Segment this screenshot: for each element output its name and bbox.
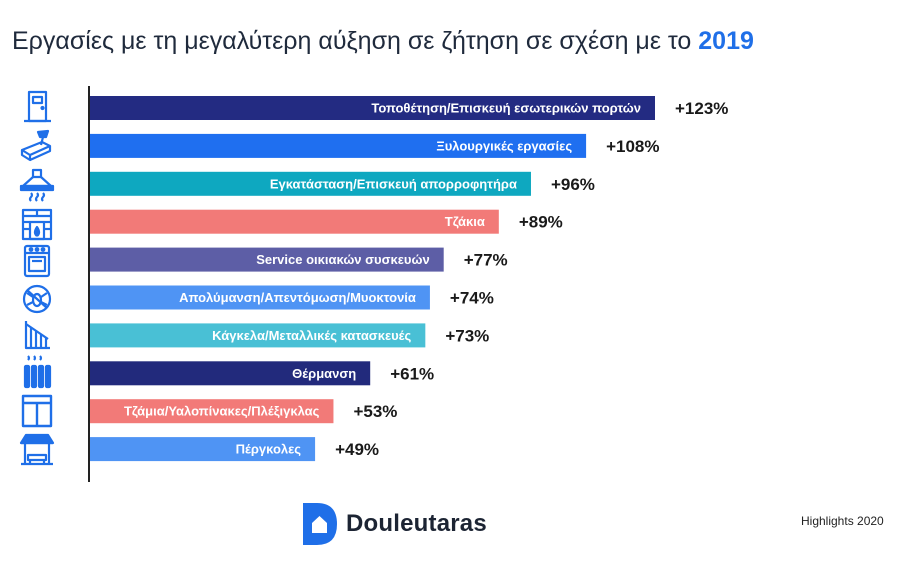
- bar-value-label: +89%: [519, 213, 563, 232]
- chart-title-text: Εργασίες με τη μεγαλύτερη αύξηση σε ζήτη…: [12, 27, 699, 55]
- bar-category-label: Κάγκελα/Μεταλλικές κατασκευές: [212, 328, 411, 343]
- douleutaras-logo-icon: [303, 503, 337, 545]
- bar-value-label: +73%: [445, 326, 489, 345]
- bar-5: [90, 247, 444, 272]
- highlights-note: Highlights 2020: [801, 514, 884, 528]
- bar-value-label: +108%: [606, 137, 659, 156]
- fireplace-icon: [21, 208, 53, 241]
- window-icon: [21, 394, 53, 428]
- bar-10: [90, 437, 316, 462]
- door-icon: [24, 90, 51, 123]
- bar-value-label: +123%: [675, 99, 728, 118]
- bar-category-label: Τοποθέτηση/Επισκευή εσωτερικών πορτών: [371, 101, 641, 116]
- railing-icon: [24, 321, 50, 350]
- bar-2: [90, 133, 587, 158]
- bar-8: [90, 361, 371, 386]
- bar-3: [90, 171, 531, 196]
- bar-1: [90, 96, 655, 120]
- bar-category-label: Τζάκια: [445, 214, 485, 229]
- pergola-icon: [19, 433, 55, 466]
- bar-7: [90, 323, 426, 348]
- bar-value-label: +53%: [353, 402, 397, 421]
- bar-value-label: +96%: [551, 175, 595, 194]
- bar-value-label: +61%: [390, 364, 434, 383]
- bar-4: [90, 209, 499, 234]
- bar-category-label: Τζάμια/Υαλοπίνακες/Πλέξιγκλας: [124, 404, 320, 419]
- bar-9: [90, 399, 334, 424]
- pest-control-icon: [22, 284, 52, 314]
- bar-value-label: +49%: [335, 440, 379, 459]
- bar-category-label: Ξυλουργικές εργασίες: [436, 138, 572, 153]
- y-axis-line: [88, 86, 90, 482]
- bar-category-label: Εγκατάσταση/Επισκευή απορροφητήρα: [270, 176, 517, 191]
- chart-title-year: 2019: [698, 27, 754, 55]
- oven-icon: [23, 244, 51, 278]
- brand-logo: Douleutaras: [303, 503, 487, 545]
- brand-name: Douleutaras: [346, 510, 487, 537]
- range-hood-icon: [19, 168, 55, 202]
- radiator-icon: [23, 355, 52, 389]
- bar-value-label: +74%: [450, 289, 494, 308]
- chart-title: Εργασίες με τη μεγαλύτερη αύξηση σε ζήτη…: [12, 27, 754, 56]
- bar-category-label: Πέργκολες: [236, 442, 302, 457]
- carpentry-icon: [20, 129, 52, 162]
- bar-category-label: Service οικιακών συσκευών: [256, 252, 429, 267]
- bar-6: [90, 285, 430, 310]
- bar-value-label: +77%: [464, 251, 508, 270]
- bar-category-label: Θέρμανση: [292, 366, 356, 381]
- bar-category-label: Απολύμανση/Απεντόμωση/Μυοκτονία: [179, 290, 416, 305]
